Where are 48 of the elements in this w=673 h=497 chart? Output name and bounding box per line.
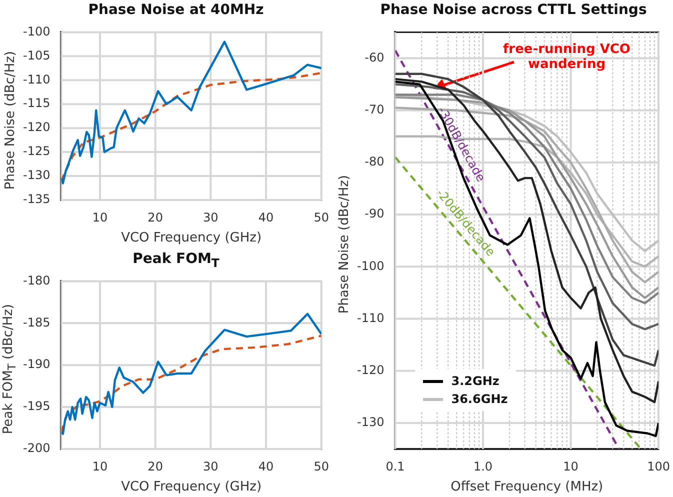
x-tick-label: 50 <box>314 210 330 224</box>
x-tick-label: 30 <box>203 459 218 474</box>
y-tick-label: -180 <box>23 273 50 288</box>
line-series <box>61 72 322 182</box>
chart-title: Phase Noise at 40MHz <box>87 2 265 18</box>
y-tick-label: -90 <box>364 206 384 221</box>
x-tick-label: 10 <box>563 459 578 474</box>
x-tick-label: 20 <box>148 459 163 474</box>
x-tick-label: 40 <box>258 210 274 224</box>
y-tick-label: -135 <box>23 192 50 206</box>
x-axis-title: Offset Frequency (MHz) <box>450 480 604 495</box>
y-tick-label: -70 <box>364 102 384 116</box>
x-tick-label: 0.1 <box>386 459 405 474</box>
y-tick-label: -100 <box>357 258 384 273</box>
y-tick-label: -120 <box>357 362 384 377</box>
x-tick-label: 50 <box>314 459 330 474</box>
x-axis-title: VCO Frequency (GHz) <box>121 480 262 495</box>
y-tick-label: -190 <box>23 357 50 372</box>
x-tick-label: 20 <box>148 210 163 224</box>
x-tick-label: 30 <box>203 210 218 224</box>
y-tick-label: -60 <box>364 50 384 64</box>
annotation: free-running VCO wandering <box>502 42 632 72</box>
y-tick-label: -195 <box>23 399 50 414</box>
x-tick-label: 100 <box>647 459 670 474</box>
y-tick-label: -115 <box>23 96 50 110</box>
y-tick-label: -110 <box>23 72 50 86</box>
y-axis-title: Phase Noise (dBc/Hz) <box>336 175 352 314</box>
y-tick-label: -110 <box>357 310 384 325</box>
line-series <box>61 334 322 434</box>
chart-title: Phase Noise across CTTL Settings <box>379 2 648 18</box>
x-tick-label: 10 <box>92 210 108 224</box>
y-tick-label: -185 <box>23 315 50 330</box>
y-tick-label: -130 <box>23 168 50 182</box>
legend-label: 36.6GHz <box>451 392 508 406</box>
x-axis-title: VCO Frequency (GHz) <box>121 230 262 246</box>
y-tick-label: -125 <box>23 144 50 158</box>
y-tick-label: -130 <box>357 415 384 430</box>
y-tick-label: -200 <box>23 441 50 456</box>
y-axis-title: Phase Noise (dBc/Hz) <box>2 50 18 190</box>
legend-label: 3.2GHz <box>451 374 500 388</box>
y-tick-label: -120 <box>23 120 50 134</box>
y-tick-label: -105 <box>23 48 50 62</box>
y-tick-label: -100 <box>23 24 50 38</box>
x-tick-label: 1.0 <box>473 459 493 474</box>
y-tick-label: -80 <box>364 154 384 169</box>
chart-title: Peak FOM$_{T}$ <box>132 251 220 270</box>
x-tick-label: 10 <box>92 459 108 474</box>
x-tick-label: 40 <box>258 459 274 474</box>
